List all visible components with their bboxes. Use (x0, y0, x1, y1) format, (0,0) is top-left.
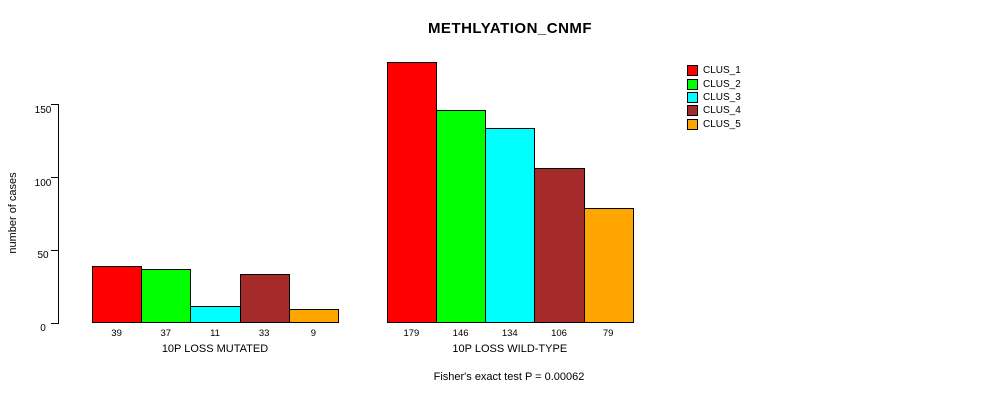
bar-value-label: 9 (310, 327, 317, 339)
legend-item: CLUS_4 (687, 104, 741, 117)
bar-value-label: 134 (501, 327, 518, 339)
x-axis-group-label: 10P LOSS WILD-TYPE (452, 343, 568, 355)
bar-CLUS_2-group1 (141, 268, 192, 324)
bar-value-label: 106 (551, 327, 567, 339)
y-axis-tick-label: 100 (34, 177, 52, 189)
legend-swatch-icon (687, 105, 698, 117)
y-axis-tick-label: 50 (37, 250, 49, 262)
y-axis-tick-label: 150 (34, 104, 52, 116)
bar-CLUS_3-group1 (190, 306, 241, 324)
bar-value-label: 11 (210, 327, 220, 339)
legend-item: CLUS_1 (687, 64, 741, 77)
bar-CLUS_4-group1 (239, 274, 290, 324)
legend: CLUS_1 CLUS_2 CLUS_3 CLUS_4 CLUS_5 (687, 64, 741, 131)
bar-value-label: 146 (452, 327, 469, 339)
y-axis-tick (51, 177, 58, 178)
legend-swatch-icon (687, 78, 698, 90)
legend-swatch-icon (687, 91, 698, 103)
bar-value-label: 37 (160, 327, 172, 339)
bar-CLUS_4-group2 (534, 168, 585, 324)
bar-CLUS_3-group2 (485, 127, 536, 324)
bar-CLUS_2-group2 (436, 110, 487, 324)
bar-value-label: 79 (602, 327, 614, 339)
legend-item: CLUS_5 (687, 118, 741, 131)
legend-swatch-icon (687, 65, 698, 77)
legend-label: CLUS_2 (703, 78, 741, 90)
y-axis (58, 104, 59, 324)
legend-label: CLUS_1 (703, 65, 741, 77)
bar-CLUS_1-group2 (386, 62, 437, 324)
bar-CLUS_5-group2 (583, 207, 634, 324)
legend-label: CLUS_3 (703, 91, 741, 103)
bar-value-label: 179 (403, 327, 420, 339)
y-axis-tick (51, 322, 58, 324)
fisher-test-annotation: Fisher's exact test P = 0.00062 (433, 371, 585, 383)
legend-label: CLUS_4 (703, 105, 741, 117)
y-axis-tick (51, 249, 58, 251)
y-axis-tick (51, 104, 58, 106)
legend-label: CLUS_5 (703, 118, 741, 130)
bar-CLUS_5-group1 (288, 309, 339, 324)
bar-value-label: 39 (111, 327, 122, 339)
legend-item: CLUS_3 (687, 91, 741, 104)
y-axis-tick-label: 0 (40, 323, 46, 334)
chart-title: METHLYATION_CNMF (427, 20, 593, 37)
x-axis-group-label: 10P LOSS MUTATED (161, 343, 269, 355)
legend-swatch-icon (687, 118, 698, 130)
bar-CLUS_1-group1 (92, 265, 143, 324)
legend-item: CLUS_2 (687, 77, 741, 90)
bar-value-label: 33 (258, 327, 270, 339)
